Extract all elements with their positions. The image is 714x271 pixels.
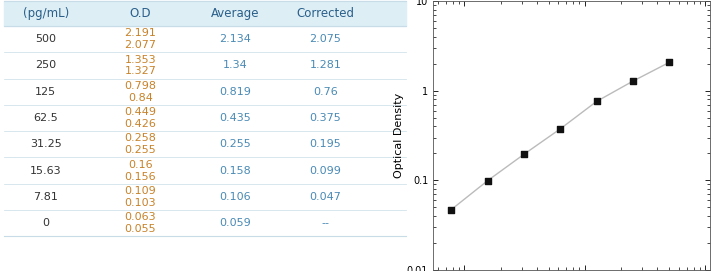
Text: Average: Average	[211, 7, 259, 20]
Text: 0.819: 0.819	[219, 87, 251, 97]
Text: 0.055: 0.055	[124, 224, 156, 234]
Text: 0.099: 0.099	[309, 166, 341, 176]
Text: 0.16: 0.16	[128, 160, 153, 170]
Text: 1.327: 1.327	[124, 66, 156, 76]
Point	[627, 79, 638, 83]
Text: 500: 500	[35, 34, 56, 44]
Text: 0.059: 0.059	[219, 218, 251, 228]
Text: 0.375: 0.375	[309, 113, 341, 123]
Text: 31.25: 31.25	[30, 139, 61, 149]
Text: 0.798: 0.798	[124, 81, 156, 91]
Text: O.D: O.D	[129, 7, 151, 20]
Text: (pg/mL): (pg/mL)	[23, 7, 69, 20]
Text: 0.76: 0.76	[313, 87, 338, 97]
Text: 0.258: 0.258	[124, 133, 156, 143]
Point	[518, 152, 530, 156]
Text: 7.81: 7.81	[34, 192, 59, 202]
Text: --: --	[321, 218, 329, 228]
Text: 62.5: 62.5	[34, 113, 58, 123]
Text: 0.449: 0.449	[124, 107, 156, 117]
Text: 1.34: 1.34	[223, 60, 247, 70]
Text: 250: 250	[35, 60, 56, 70]
Text: 0.106: 0.106	[219, 192, 251, 202]
Text: 1.353: 1.353	[124, 54, 156, 64]
Text: 0.255: 0.255	[124, 145, 156, 155]
Text: 0.255: 0.255	[219, 139, 251, 149]
Text: 0.426: 0.426	[124, 119, 156, 129]
Text: 15.63: 15.63	[30, 166, 61, 176]
Text: 0.84: 0.84	[128, 93, 153, 103]
Text: 1.281: 1.281	[309, 60, 341, 70]
Text: 0.158: 0.158	[219, 166, 251, 176]
Text: 0: 0	[42, 218, 49, 228]
Point	[555, 127, 566, 131]
Point	[482, 178, 493, 183]
Point	[591, 99, 603, 104]
Text: 0.195: 0.195	[309, 139, 341, 149]
Text: 2.191: 2.191	[124, 28, 156, 38]
Point	[663, 60, 675, 64]
Text: 125: 125	[35, 87, 56, 97]
Text: Corrected: Corrected	[296, 7, 354, 20]
Point	[446, 207, 457, 212]
Text: 0.156: 0.156	[124, 172, 156, 182]
Text: 2.077: 2.077	[124, 40, 156, 50]
Text: 0.435: 0.435	[219, 113, 251, 123]
Text: 0.063: 0.063	[124, 212, 156, 222]
Y-axis label: Optical Density: Optical Density	[394, 93, 404, 178]
Text: 2.134: 2.134	[219, 34, 251, 44]
Text: 0.109: 0.109	[124, 186, 156, 196]
Text: 0.103: 0.103	[124, 198, 156, 208]
Text: 2.075: 2.075	[309, 34, 341, 44]
Bar	[4, 1, 406, 26]
Text: 0.047: 0.047	[309, 192, 341, 202]
